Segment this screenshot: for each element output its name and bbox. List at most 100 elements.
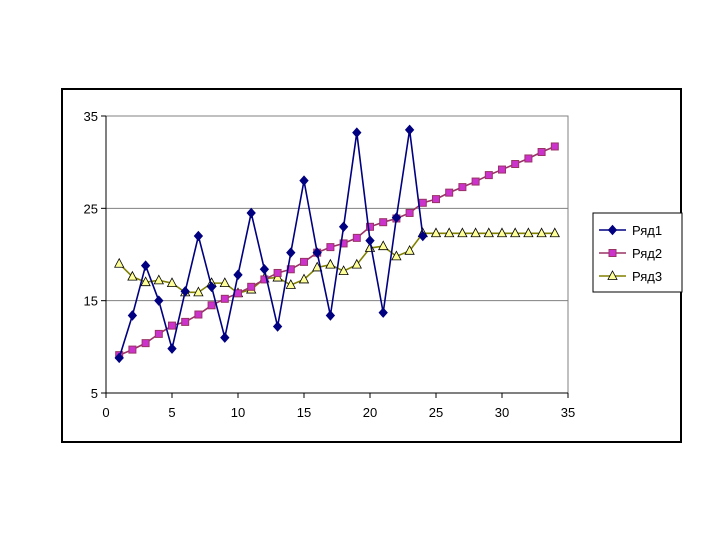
series-3-point — [391, 250, 402, 261]
legend-marker-2 — [608, 249, 617, 257]
x-tick-label: 20 — [363, 405, 377, 420]
series-2-line — [118, 145, 556, 356]
series-3-point — [378, 240, 389, 251]
series-2 — [115, 142, 559, 360]
series-1-point — [272, 321, 283, 332]
series-3-point — [338, 265, 349, 276]
series-3-point — [153, 274, 164, 285]
series-3-point — [166, 277, 178, 288]
legend-marker-3 — [607, 270, 618, 280]
series-1-point — [220, 332, 230, 343]
series-2-point — [181, 317, 190, 326]
plot-area — [105, 115, 569, 394]
series-3-point — [404, 244, 415, 255]
x-tick-label: 30 — [495, 405, 509, 420]
series-3-point — [114, 257, 125, 268]
series-1-point — [206, 281, 217, 293]
series-2-point — [141, 339, 150, 348]
series-3-point — [457, 227, 468, 238]
series-1-point — [140, 260, 151, 271]
y-tick-label: 35 — [84, 109, 98, 124]
x-tick-label: 0 — [102, 405, 109, 420]
series-2-point — [154, 329, 163, 338]
series-2-point — [300, 257, 308, 266]
series-3-point — [298, 273, 310, 284]
series-1 — [114, 124, 428, 364]
series-3-point — [325, 258, 336, 269]
series-2-point — [168, 321, 176, 330]
series-2-point — [260, 275, 269, 284]
x-tick-label: 10 — [231, 405, 245, 420]
legend-label-3: Ряд3 — [632, 269, 662, 284]
series-1-point — [338, 221, 349, 233]
series-2-point — [471, 177, 480, 186]
x-tick-label: 15 — [297, 405, 311, 420]
series-3-point — [193, 286, 204, 297]
legend-label-1: Ряд1 — [632, 223, 662, 238]
series-3-point — [444, 227, 455, 238]
series-3-point — [285, 279, 296, 289]
series-3-point — [140, 276, 151, 287]
series-3-point — [127, 270, 138, 281]
series-2-point — [339, 239, 348, 248]
series-2-point — [234, 289, 242, 298]
series-2-point — [366, 222, 374, 231]
series-3-point — [219, 277, 230, 288]
series-3-point — [536, 227, 547, 238]
series-2-point — [194, 310, 203, 319]
series-2-point — [484, 171, 493, 180]
y-tick-label: 15 — [84, 294, 98, 309]
series-1-point — [312, 247, 322, 258]
series-1-point — [193, 230, 204, 242]
series-1-point — [325, 310, 336, 321]
series-2-point — [458, 183, 467, 192]
series-2-point — [128, 345, 137, 354]
series-2-point — [247, 282, 256, 291]
y-tick-label: 5 — [91, 386, 98, 401]
series-3-point — [430, 227, 442, 238]
series-1-line — [118, 129, 424, 359]
series-1-point — [286, 247, 296, 258]
series-1-point — [299, 175, 309, 186]
legend-label-2: Ряд2 — [632, 246, 662, 261]
series-2-point — [418, 198, 427, 207]
series-2-point — [207, 301, 216, 310]
series-2-point — [220, 294, 229, 303]
series-1-point — [418, 230, 428, 242]
series-2-point — [432, 195, 440, 204]
x-tick-label: 25 — [429, 405, 443, 420]
x-tick-label: 5 — [168, 405, 175, 420]
series-1-point — [180, 286, 190, 297]
series-3-point — [470, 227, 481, 238]
series-3-point — [496, 227, 508, 238]
series-layer — [114, 124, 560, 364]
legend: Ряд1 Ряд2 Ряд3 — [592, 212, 683, 293]
series-2-point — [511, 160, 520, 169]
series-2-point — [405, 208, 414, 217]
series-1-point — [391, 212, 402, 223]
series-1-point — [127, 310, 138, 321]
series-1-point — [404, 124, 415, 136]
x-tick-label: 35 — [561, 405, 575, 420]
series-3-point — [549, 227, 560, 238]
series-1-point — [114, 352, 124, 364]
series-3-point — [483, 227, 494, 238]
y-tick-label: 25 — [84, 201, 98, 216]
series-2-point — [445, 188, 454, 197]
series-3-point — [351, 258, 362, 269]
series-2-point — [352, 233, 361, 242]
series-1-point — [167, 343, 177, 354]
series-3-point — [510, 227, 521, 238]
series-3-point — [523, 227, 534, 238]
series-1-point — [259, 264, 270, 275]
series-1-point — [246, 207, 256, 219]
series-2-point — [379, 218, 388, 227]
legend-marker-1 — [607, 224, 618, 236]
series-2-point — [524, 154, 533, 163]
series-1-point — [154, 295, 164, 306]
series-2-point — [498, 165, 506, 174]
series-1-point — [365, 235, 375, 246]
series-1-point — [378, 307, 388, 318]
